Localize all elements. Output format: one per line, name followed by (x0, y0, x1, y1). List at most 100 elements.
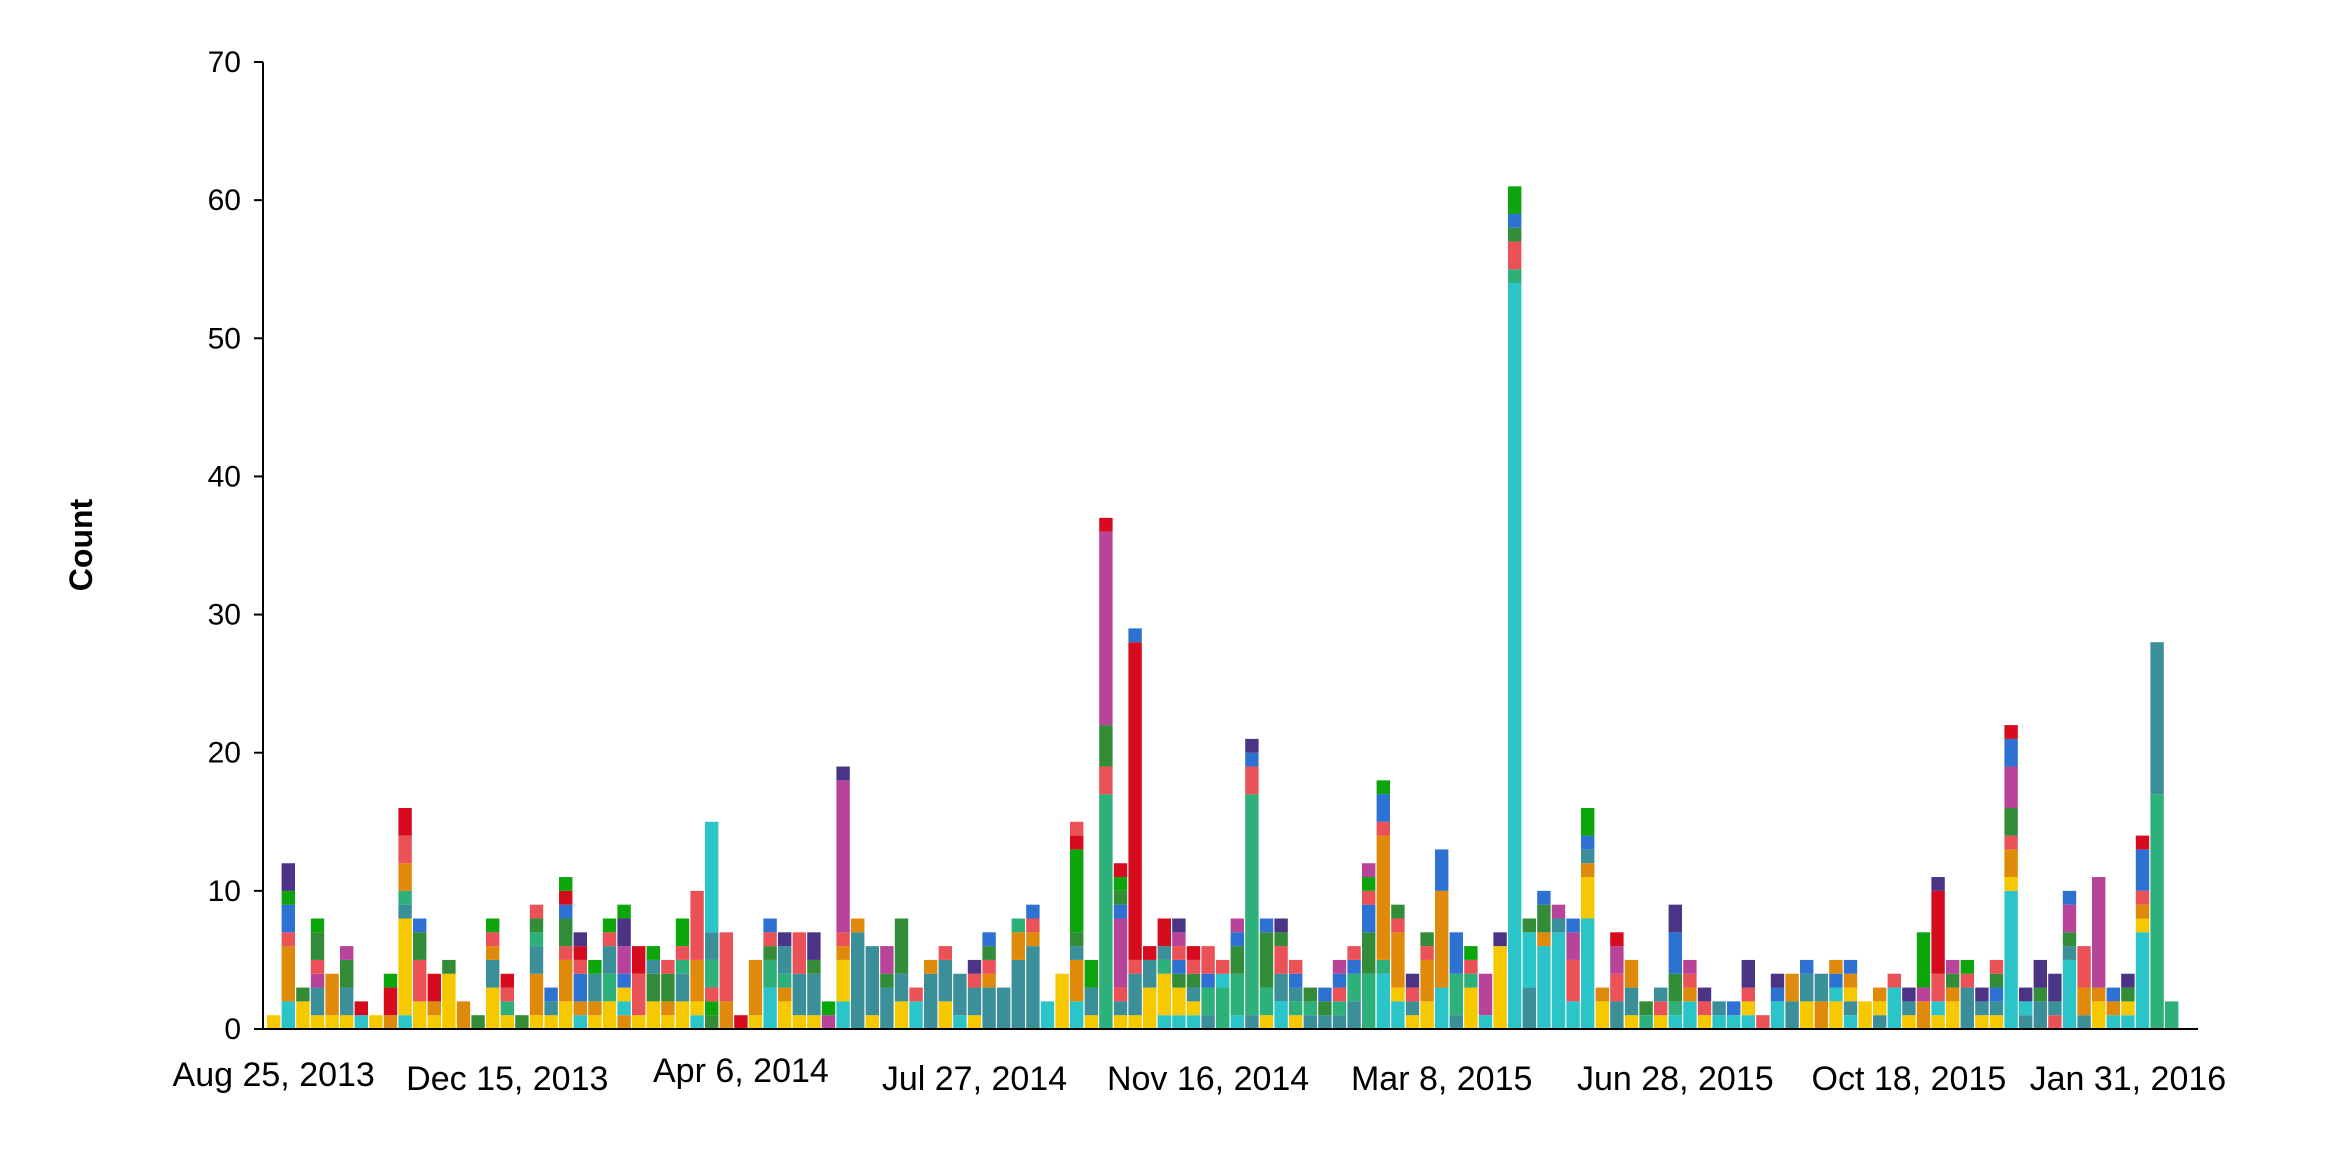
bar-segment (2106, 1015, 2120, 1029)
bar-week-118 (1989, 959, 2004, 1029)
bar-segment (997, 987, 1011, 1029)
bar-segment (2019, 1015, 2033, 1029)
bar-segment (427, 1001, 441, 1016)
bar-segment (1186, 973, 1201, 988)
bar-week-93 (1624, 959, 1639, 1029)
bar-week-46 (938, 946, 952, 1029)
bar-week-129 (2150, 642, 2164, 1029)
bar-segment (281, 890, 295, 905)
bar-segment (1201, 946, 1215, 974)
bar-week-54 (1055, 973, 1069, 1029)
bar-week-51 (1011, 918, 1025, 1029)
bar-segment (1128, 973, 1142, 1016)
bar-week-105 (1800, 959, 1814, 1029)
bar-week-7 (369, 1015, 383, 1029)
bar-segment (719, 1001, 733, 1029)
bar-segment (1230, 932, 1244, 947)
bar-segment (675, 1001, 690, 1029)
bar-segment (1435, 849, 1449, 891)
bar-segment (1128, 1015, 1142, 1029)
bar-segment (1099, 531, 1113, 726)
bar-segment (763, 932, 777, 947)
bar-segment (1946, 959, 1960, 974)
bar-week-59 (1128, 628, 1142, 1029)
bar-segment (1902, 987, 1916, 1002)
bar-week-19 (544, 987, 558, 1029)
x-tick-label: Dec 15, 2013 (406, 1060, 608, 1098)
bar-segment (340, 946, 354, 960)
bar-segment (1551, 918, 1566, 933)
bar-week-85 (1508, 186, 1522, 1029)
bar-week-121 (2033, 959, 2047, 1029)
bar-segment (1946, 987, 1960, 1002)
bar-segment (1581, 918, 1595, 1029)
bar-week-33 (748, 959, 763, 1029)
bar-segment (529, 973, 544, 1016)
bar-segment (1391, 987, 1405, 1002)
bar-segment (705, 821, 719, 933)
x-tick-label: Jan 31, 2016 (2030, 1060, 2227, 1098)
bar-week-3 (310, 918, 325, 1029)
bar-week-40 (851, 918, 865, 1029)
bar-week-23 (602, 918, 617, 1029)
bar-segment (1026, 904, 1040, 919)
bar-segment (1274, 973, 1288, 1002)
bar-segment (924, 973, 938, 1029)
bar-segment (821, 1015, 836, 1029)
bar-segment (1581, 877, 1595, 919)
bar-segment (1814, 1001, 1828, 1029)
bar-segment (2004, 766, 2018, 808)
bar-week-32 (734, 1015, 748, 1029)
bar-segment (1756, 1015, 1770, 1029)
bar-week-61 (1157, 918, 1171, 1029)
bar-segment (2062, 946, 2077, 960)
bar-segment (2077, 1015, 2091, 1029)
bar-segment (924, 959, 938, 974)
bar-segment (1989, 959, 2004, 974)
y-tick-label: 0 (224, 1013, 241, 1046)
bar-segment (2135, 918, 2150, 933)
bar-segment (559, 877, 573, 891)
bar-segment (2092, 1001, 2106, 1029)
y-tick-label: 20 (208, 737, 241, 770)
bar-segment (982, 932, 996, 947)
bar-segment (1829, 1001, 1843, 1029)
bar-segment (1989, 1015, 2004, 1029)
bar-segment (1113, 1015, 1128, 1029)
bar-segment (1449, 1015, 1463, 1029)
bar-week-114 (1931, 877, 1945, 1029)
bar-segment (1113, 877, 1128, 891)
bar-segment (1230, 973, 1244, 1016)
bar-segment (2121, 973, 2135, 988)
bar-segment (515, 1015, 529, 1029)
bar-segment (310, 973, 325, 988)
bar-segment (1172, 959, 1186, 974)
bar-week-15 (486, 918, 500, 1029)
bar-segment (1099, 725, 1113, 767)
bar-segment (1274, 932, 1288, 947)
bar-segment (1829, 987, 1843, 1002)
bar-segment (938, 1001, 952, 1029)
bar-segment (1113, 987, 1128, 1002)
bar-week-84 (1493, 932, 1507, 1029)
bar-week-128 (2135, 835, 2150, 1029)
bar-segment (281, 863, 295, 891)
bar-segment (456, 1001, 471, 1029)
bar-segment (1946, 1001, 1960, 1029)
bar-segment (442, 959, 456, 974)
bar-segment (1464, 959, 1478, 974)
bar-segment (1800, 1001, 1814, 1029)
bar-segment (1113, 904, 1128, 919)
bar-segment (602, 973, 617, 1002)
bar-week-113 (1916, 932, 1931, 1029)
bar-segment (588, 973, 602, 1002)
bar-segment (2121, 1001, 2135, 1016)
bar-week-126 (2106, 987, 2120, 1029)
bar-segment (398, 918, 412, 1016)
bar-segment (559, 959, 573, 1002)
bar-segment (383, 973, 398, 988)
bar-segment (500, 1015, 514, 1029)
bar-week-60 (1143, 946, 1157, 1029)
bar-week-108 (1843, 959, 1858, 1029)
bar-week-0 (267, 1015, 281, 1029)
